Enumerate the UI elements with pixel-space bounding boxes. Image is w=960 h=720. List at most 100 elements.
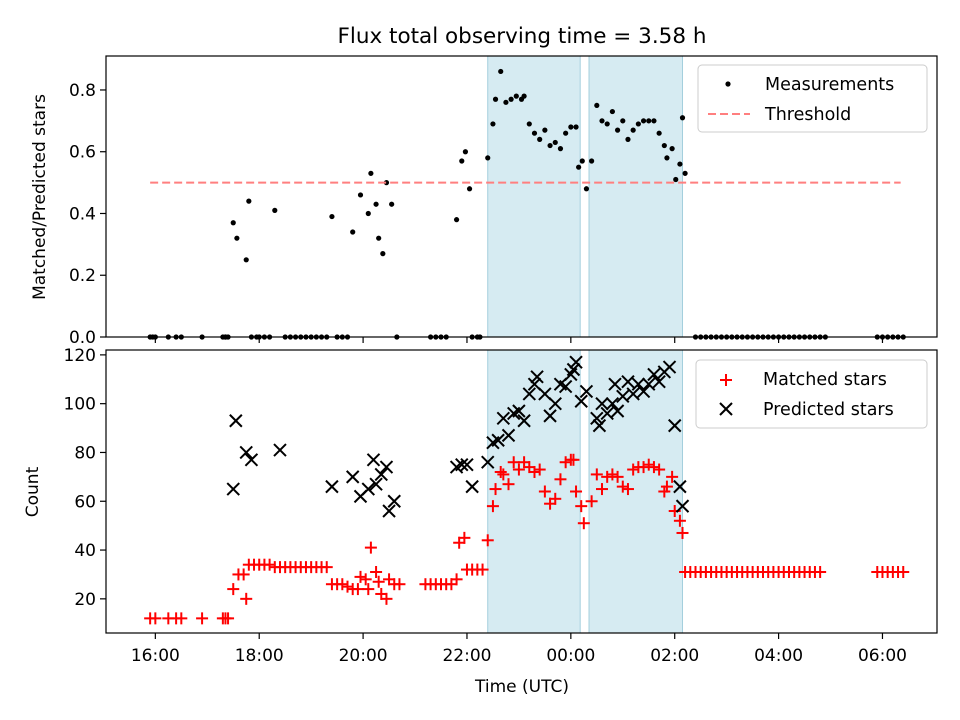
bottom-matched-stars-point-73 [549,492,562,505]
top-highlight-band-0 [487,55,581,338]
top-measurements-point-73 [573,124,579,130]
bottom-matched-stars-point-74 [554,473,567,486]
bottom-series [144,355,910,625]
bottom-predicted-stars-point-14 [387,494,401,508]
top-measurements-point-40 [380,251,386,257]
bottom-predicted-stars-point-16 [455,457,469,472]
x-tick-label-4: 00:00 [546,646,595,666]
legend-predicted-marker [719,402,733,416]
bottom-matched-stars-point-69 [528,465,541,478]
bottom-matched-stars-point-34 [351,583,364,596]
bottom-predicted-stars-point-54 [652,375,666,389]
bottom-predicted-stars-point-42 [595,396,609,411]
bottom-predicted-stars-point-38 [574,394,588,408]
top-measurements-point-93 [669,146,675,152]
bottom-matched-stars-point-75 [559,456,572,469]
top-y-axis: 0.0 0.2 0.4 0.6 0.8 [69,81,106,348]
x-tick-label-3: 22:00 [442,646,491,666]
bottom-matched-stars-point-88 [621,483,634,496]
bottom-predicted-stars-point-31 [543,409,557,423]
top-measurements-point-42 [389,201,395,207]
top-measurements-point-65 [531,130,538,136]
bottom-matched-stars-point-31 [336,578,349,591]
top-measurements-point-41 [383,180,390,186]
bottom-predicted-stars-point-58 [673,479,687,494]
top-measurements-point-35 [357,192,364,198]
top-measurements-point-58 [498,68,504,75]
bottom-matched-stars-point-92 [642,458,655,471]
bottom-matched-stars-point-12 [240,592,253,605]
bottom-predicted-stars-point-5 [325,479,339,494]
bottom-matched-stars-point-1 [149,612,162,625]
bottom-predicted-stars-point-18 [465,479,479,494]
legend-measurements-marker [725,81,731,87]
bottom-y-tick-label-5: 120 [64,346,96,366]
top-measurements-point-34 [350,229,356,235]
bottom-predicted-stars-point-29 [530,370,544,384]
bottom-matched-stars-point-100 [676,526,689,539]
bottom-legend-box [695,359,928,429]
top-measurements-point-83 [620,118,626,124]
top-measurements-point-82 [614,127,621,133]
bottom-matched-stars-point-65 [507,456,520,469]
bottom-predicted-stars-point-13 [382,504,396,518]
bottom-predicted-stars-point-37 [569,355,583,369]
top-measurements-point-75 [579,158,585,164]
top-panel: 0.00.20.40.60.8 Matched/Predicted stars … [30,55,938,348]
bottom-matched-stars-point-17 [263,558,276,571]
bottom-matched-stars-point-85 [606,468,619,481]
bottom-predicted-stars-point-0 [226,482,240,496]
bottom-predicted-stars-point-44 [605,396,620,411]
top-measurements-point-80 [604,121,610,127]
top-y-axis-label: Matched/Predicted stars [30,94,50,300]
bottom-matched-stars-point-54 [458,531,471,544]
top-measurements-point-94 [673,176,679,183]
bottom-y-axis: 20 40 60 80 100 120 [64,346,106,610]
top-measurements-point-51 [466,186,473,192]
legend-threshold-label: Threshold [764,105,851,125]
bottom-matched-stars-point-94 [653,463,666,476]
top-measurements-point-87 [640,118,647,124]
bottom-matched-stars-point-40 [372,575,385,588]
top-measurements-point-76 [583,186,590,192]
bottom-predicted-stars-point-59 [675,499,690,513]
bottom-matched-stars-point-32 [341,580,354,593]
bottom-predicted-stars-point-28 [527,377,542,391]
bottom-predicted-stars-point-39 [579,384,594,399]
top-y-tick-label-0: 0.0 [69,328,96,348]
bottom-predicted-stars-point-46 [610,404,625,418]
bottom-predicted-stars-point-12 [379,460,394,474]
top-measurements-point-77 [589,158,595,164]
bottom-matched-stars-point-87 [616,480,629,493]
top-series [147,68,906,340]
bottom-predicted-stars-point-30 [538,387,552,401]
top-measurements-point-72 [568,124,574,130]
bottom-plot-frame [105,349,938,634]
top-measurements-point-84 [625,136,631,142]
top-measurements-point-89 [651,118,657,124]
top-measurements-point-90 [656,130,662,136]
bottom-matched-stars-point-62 [494,465,507,478]
bottom-matched-stars-point-96 [660,480,673,493]
bottom-matched-stars-point-81 [585,495,598,508]
bottom-matched-stars-point-89 [627,463,640,476]
bottom-predicted-stars-point-3 [244,453,259,467]
bottom-predicted-stars-point-25 [512,404,526,418]
top-legend: Measurements Threshold [697,64,928,133]
bottom-matched-stars-point-133 [897,566,910,579]
bottom-matched-stars-point-97 [666,470,679,483]
top-measurements-point-49 [459,158,465,164]
bottom-predicted-stars-point-10 [369,477,383,491]
bottom-predicted-stars-point-53 [647,367,661,382]
bottom-matched-stars-point-70 [533,463,546,476]
top-measurements-point-63 [521,93,527,99]
bottom-matched-stars-point-8 [222,612,235,625]
top-measurements-point-91 [661,142,667,149]
bottom-matched-stars-point-91 [637,461,650,474]
top-measurements-point-78 [594,102,600,109]
top-measurements-point-56 [490,121,496,127]
bottom-y-tick-label-3: 80 [74,443,96,463]
bottom-predicted-stars-point-6 [345,470,360,484]
bottom-matched-stars-point-63 [497,468,510,481]
